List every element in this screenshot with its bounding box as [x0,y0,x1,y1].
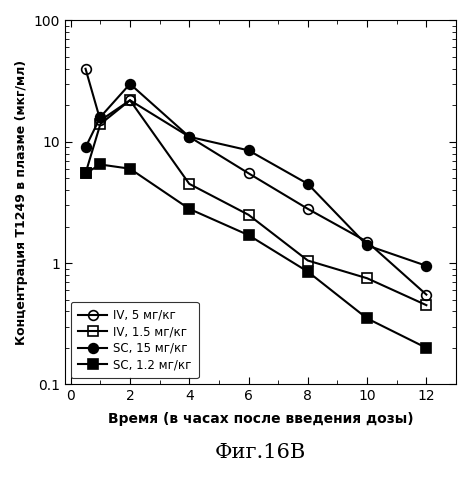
SC, 1.2 мг/кг [423,345,429,351]
IV, 5 мг/кг [83,66,89,72]
IV, 1.5 мг/кг [364,276,370,281]
SC, 15 мг/кг [305,181,311,187]
SC, 1.2 мг/кг [97,162,103,168]
SC, 1.2 мг/кг [305,268,311,274]
SC, 15 мг/кг [97,114,103,120]
IV, 5 мг/кг [305,206,311,212]
IV, 1.5 мг/кг [246,212,252,218]
Line: SC, 15 мг/кг: SC, 15 мг/кг [81,79,431,270]
SC, 1.2 мг/кг [127,166,133,172]
Line: IV, 5 мг/кг: IV, 5 мг/кг [81,64,431,300]
SC, 1.2 мг/кг [83,170,89,176]
SC, 1.2 мг/кг [187,206,192,212]
Line: IV, 1.5 мг/кг: IV, 1.5 мг/кг [81,96,431,310]
IV, 5 мг/кг [423,292,429,298]
SC, 15 мг/кг [246,148,252,154]
IV, 1.5 мг/кг [97,121,103,127]
IV, 5 мг/кг [127,98,133,103]
IV, 5 мг/кг [97,118,103,124]
SC, 15 мг/кг [83,144,89,150]
IV, 1.5 мг/кг [423,302,429,308]
IV, 1.5 мг/кг [127,98,133,103]
IV, 1.5 мг/кг [305,258,311,264]
SC, 15 мг/кг [127,81,133,87]
IV, 5 мг/кг [364,238,370,244]
SC, 15 мг/кг [187,134,192,140]
IV, 5 мг/кг [187,134,192,140]
SC, 15 мг/кг [423,263,429,269]
X-axis label: Время (в часах после введения дозы): Время (в часах после введения дозы) [107,412,413,426]
SC, 1.2 мг/кг [364,316,370,322]
Text: Фиг.16В: Фиг.16В [215,442,306,462]
SC, 15 мг/кг [364,242,370,248]
IV, 1.5 мг/кг [83,170,89,176]
IV, 1.5 мг/кг [187,181,192,187]
Legend: IV, 5 мг/кг, IV, 1.5 мг/кг, SC, 15 мг/кг, SC, 1.2 мг/кг: IV, 5 мг/кг, IV, 1.5 мг/кг, SC, 15 мг/кг… [71,302,199,378]
SC, 1.2 мг/кг [246,232,252,238]
Y-axis label: Концентрация Т1249 в плазме (мкг/мл): Концентрация Т1249 в плазме (мкг/мл) [15,60,28,345]
Line: SC, 1.2 мг/кг: SC, 1.2 мг/кг [81,160,431,352]
IV, 5 мг/кг [246,170,252,176]
